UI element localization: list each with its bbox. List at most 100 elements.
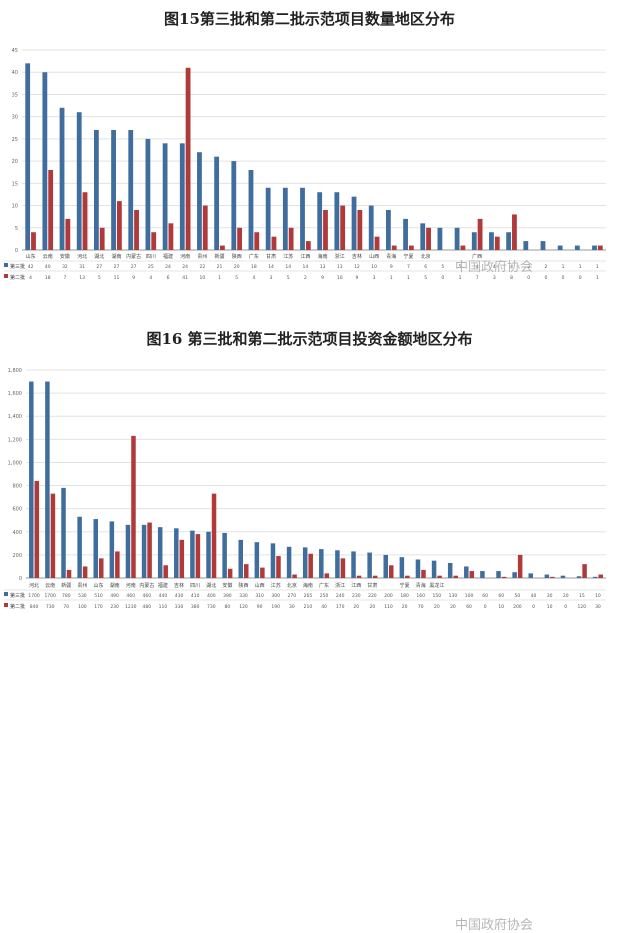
bar-series2 — [469, 571, 475, 578]
bar-series2 — [305, 241, 311, 250]
table-value: 14 — [303, 264, 309, 270]
category-label: 陕西 — [238, 582, 248, 589]
category-label: 河南 — [180, 253, 190, 260]
category-label: 河南 — [126, 582, 136, 589]
table-value: 30 — [289, 604, 295, 610]
bar-series1 — [111, 130, 116, 250]
table-value: 70 — [418, 604, 424, 610]
category-label: 山西 — [255, 582, 265, 589]
bar-series2 — [494, 236, 500, 250]
table-value: 220 — [368, 593, 377, 599]
table-value: 40 — [531, 593, 537, 599]
table-value: 60 — [498, 593, 504, 599]
bar-series2 — [288, 227, 294, 250]
category-label: 甘肃 — [266, 253, 276, 260]
table-value: 5 — [98, 275, 101, 281]
bar-series1 — [77, 516, 82, 578]
category-label: 河北 — [29, 582, 39, 589]
bar-series1 — [93, 519, 98, 578]
table-value: 150 — [433, 593, 442, 599]
bar-series2 — [477, 218, 483, 250]
table-value: 1 — [562, 264, 565, 270]
category-label: 贵州 — [197, 253, 207, 260]
bar-series1 — [544, 574, 550, 578]
y-tick-label: 800 — [12, 484, 22, 490]
table-value: 190 — [271, 604, 280, 610]
bar-series1 — [157, 527, 163, 578]
table-value: 60 — [466, 604, 472, 610]
category-label: 山西 — [369, 253, 379, 260]
bar-series2 — [292, 574, 297, 578]
table-value: 230 — [110, 604, 119, 610]
table-value: 4 — [29, 275, 32, 281]
table-value: 20 — [434, 604, 440, 610]
category-label: 宁夏 — [403, 253, 413, 260]
bar-series1 — [496, 571, 501, 578]
bar-series1 — [431, 560, 437, 578]
table-value: 22 — [199, 264, 205, 270]
bar-series2 — [34, 480, 40, 578]
category-label: 湖北 — [206, 582, 216, 589]
y-tick-label: 25 — [12, 137, 18, 143]
category-label: 福建 — [158, 582, 168, 589]
legend-label: 第二批 — [10, 274, 25, 281]
bar-series1 — [447, 562, 453, 578]
table-value: 250 — [320, 593, 329, 599]
category-label: 黑龙江 — [429, 582, 444, 589]
table-value: 330 — [239, 593, 248, 599]
legend-swatch — [4, 592, 8, 596]
bar-series1 — [302, 547, 308, 578]
y-tick-label: 400 — [12, 530, 22, 536]
table-value: 5 — [424, 275, 427, 281]
bar-series2 — [227, 568, 233, 578]
table-value: 2 — [304, 275, 307, 281]
table-value: 240 — [336, 593, 345, 599]
category-label: 北京 — [421, 253, 431, 260]
table-value: 10 — [199, 275, 205, 281]
y-tick-label: 20 — [12, 159, 18, 165]
table-value: 6 — [424, 264, 427, 270]
table-value: 2 — [527, 264, 530, 270]
bar-series2 — [65, 218, 71, 250]
category-label: 新疆 — [61, 582, 71, 589]
table-value: 200 — [384, 593, 393, 599]
table-value: 1 — [596, 264, 599, 270]
table-value: 1 — [218, 275, 221, 281]
watermark: 中国政府协会 — [455, 918, 534, 933]
bar-series1 — [454, 227, 460, 250]
table-value: 10 — [498, 604, 504, 610]
category-label: 安徽 — [222, 582, 232, 589]
bar-series2 — [276, 556, 281, 578]
table-value: 5 — [235, 275, 238, 281]
bar-series1 — [145, 138, 151, 250]
y-tick-label: 45 — [12, 48, 18, 54]
bar-series2 — [147, 522, 152, 578]
legend-label: 第三批 — [10, 592, 25, 599]
bar-series2 — [582, 564, 587, 578]
legend-swatch — [4, 274, 8, 278]
table-value: 0 — [579, 275, 582, 281]
bar-series1 — [574, 245, 580, 250]
category-label: 湖南 — [111, 253, 121, 260]
bar-series2 — [453, 575, 458, 578]
table-value: 18 — [251, 264, 257, 270]
table-value: 9 — [356, 275, 359, 281]
table-value: 100 — [78, 604, 87, 610]
table-value: 430 — [175, 593, 184, 599]
y-tick-label: 1,400 — [8, 414, 22, 420]
table-value: 20 — [370, 604, 376, 610]
bar-series1 — [399, 557, 405, 578]
bar-series2 — [99, 558, 104, 578]
table-value: 160 — [416, 593, 425, 599]
bar-series2 — [131, 435, 136, 578]
table-value: 0 — [484, 604, 487, 610]
bar-series2 — [408, 245, 414, 250]
bar-series1 — [190, 530, 195, 578]
table-value: 42 — [28, 264, 34, 270]
y-tick-label: 35 — [12, 92, 18, 98]
bar-series1 — [162, 143, 168, 250]
category-label: 云南 — [45, 582, 55, 589]
bar-series1 — [480, 571, 485, 578]
bar-series1 — [557, 245, 563, 250]
bar-series1 — [179, 143, 185, 250]
